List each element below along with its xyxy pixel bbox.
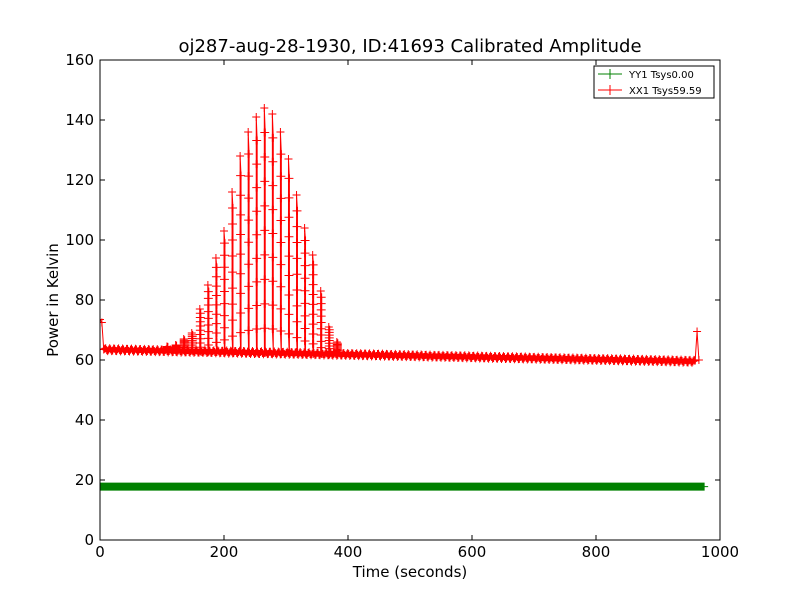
- x-tick-label: 400: [334, 543, 363, 561]
- plot-area: [99, 59, 721, 541]
- x-tick-label: 200: [210, 543, 239, 561]
- y-tick-label: 140: [65, 111, 94, 129]
- y-tick-label: 120: [65, 171, 94, 189]
- x-tick-label: 800: [582, 543, 611, 561]
- legend-box: [593, 65, 715, 99]
- y-tick-label: 40: [75, 411, 94, 429]
- x-tick-label: 600: [458, 543, 487, 561]
- y-tick-label: 100: [65, 231, 94, 249]
- y-axis-label: Power in Kelvin: [44, 243, 62, 357]
- x-axis-label: Time (seconds): [352, 563, 468, 581]
- x-tick-label: 0: [95, 543, 105, 561]
- series-yy1: [100, 482, 709, 491]
- legend-label-yy1: YY1 Tsys0.00: [628, 70, 694, 81]
- legend: YY1 Tsys0.00 XX1 Tsys59.59: [593, 65, 715, 99]
- legend-entry-yy1: YY1 Tsys0.00: [598, 69, 694, 81]
- x-tick-label: 1000: [701, 543, 739, 561]
- y-tick-label: 0: [84, 531, 94, 549]
- y-tick-label: 80: [75, 291, 94, 309]
- y-tick-label: 60: [75, 351, 94, 369]
- y-tick-label: 20: [75, 471, 94, 489]
- y-tick-label: 160: [65, 51, 94, 69]
- series-layer: [100, 104, 709, 491]
- legend-label-xx1: XX1 Tsys59.59: [629, 86, 702, 97]
- chart-title: oj287-aug-28-1930, ID:41693 Calibrated A…: [178, 36, 641, 57]
- series-xx1: [100, 104, 703, 367]
- series-yy1-markers: [100, 482, 709, 491]
- legend-entry-xx1: XX1 Tsys59.59: [598, 85, 702, 97]
- series-xx1-markers: [100, 104, 703, 367]
- axis-ticks: 0 200 400 600 800 1000 0 20 40 60 80 100 120 140 160: [65, 51, 739, 561]
